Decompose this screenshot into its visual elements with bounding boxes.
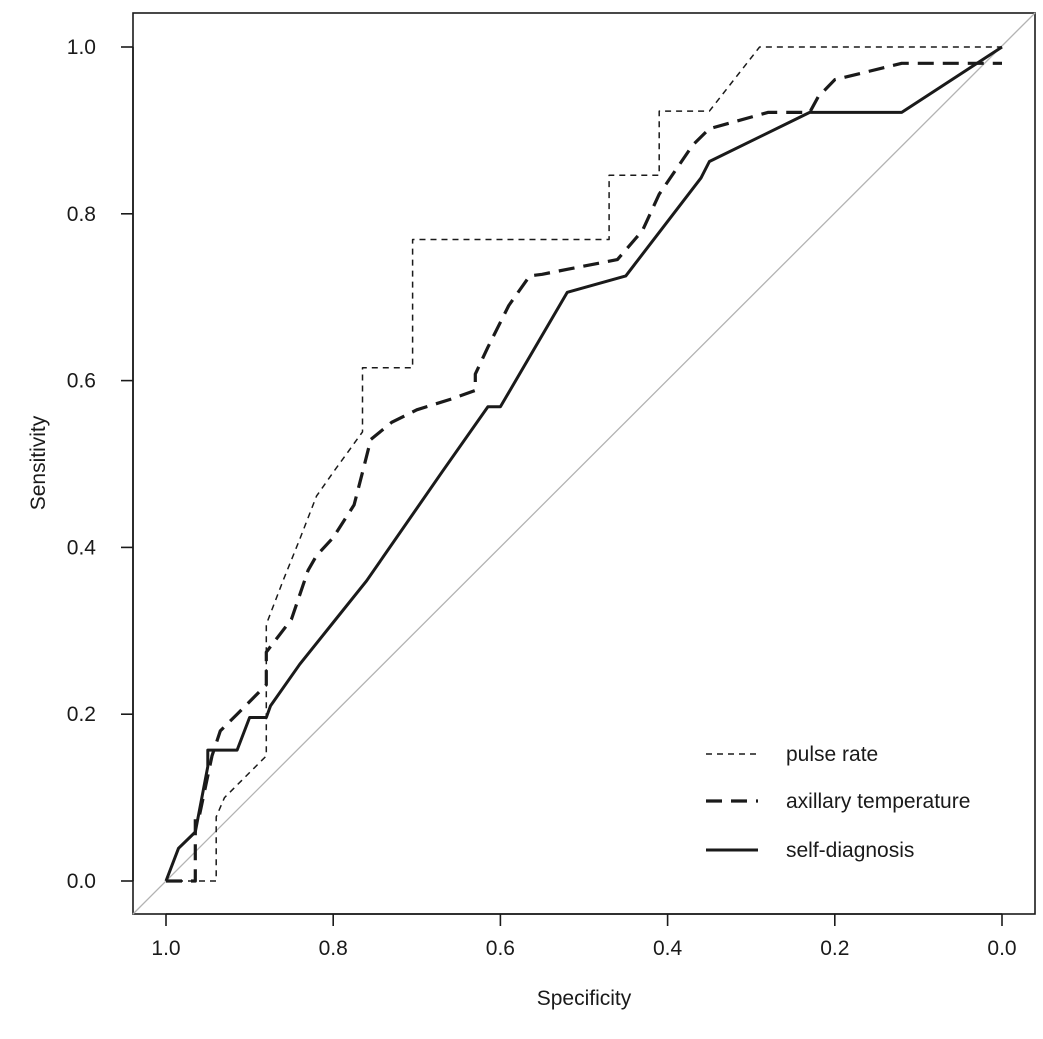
x-axis: 1.0 0.8 0.6 0.4 0.2 0.0 [151,913,1017,960]
legend-label: self-diagnosis [786,839,914,862]
plot-area [132,12,1036,915]
series-line-pulse-rate [166,46,1002,882]
y-tick-label: 0.0 [67,870,96,893]
y-tick-label: 0.8 [67,203,96,226]
reference-diagonal [132,12,1036,915]
series-line-axillary-temperature [166,61,1002,883]
x-tick-label: 0.6 [486,937,515,960]
y-tick-label: 0.6 [67,370,96,393]
x-tick-label: 0.0 [987,937,1016,960]
x-tick-label: 1.0 [151,937,180,960]
legend-label: axillary temperature [786,790,970,813]
y-tick-label: 0.4 [67,536,97,559]
y-axis-title: Sensitivity [27,415,50,510]
x-axis-title: Specificity [537,987,632,1010]
y-tick-label: 0.2 [67,703,96,726]
y-axis: 0.0 0.2 0.4 0.6 0.8 1.0 [67,36,134,893]
legend: pulse rate axillary temperature self-diagn… [706,743,970,862]
x-tick-label: 0.2 [820,937,849,960]
x-tick-label: 0.8 [319,937,348,960]
y-tick-label: 1.0 [67,36,96,59]
legend-label: pulse rate [786,743,878,766]
series-line-self-diagnosis [164,45,1003,882]
x-tick-label: 0.4 [653,937,683,960]
